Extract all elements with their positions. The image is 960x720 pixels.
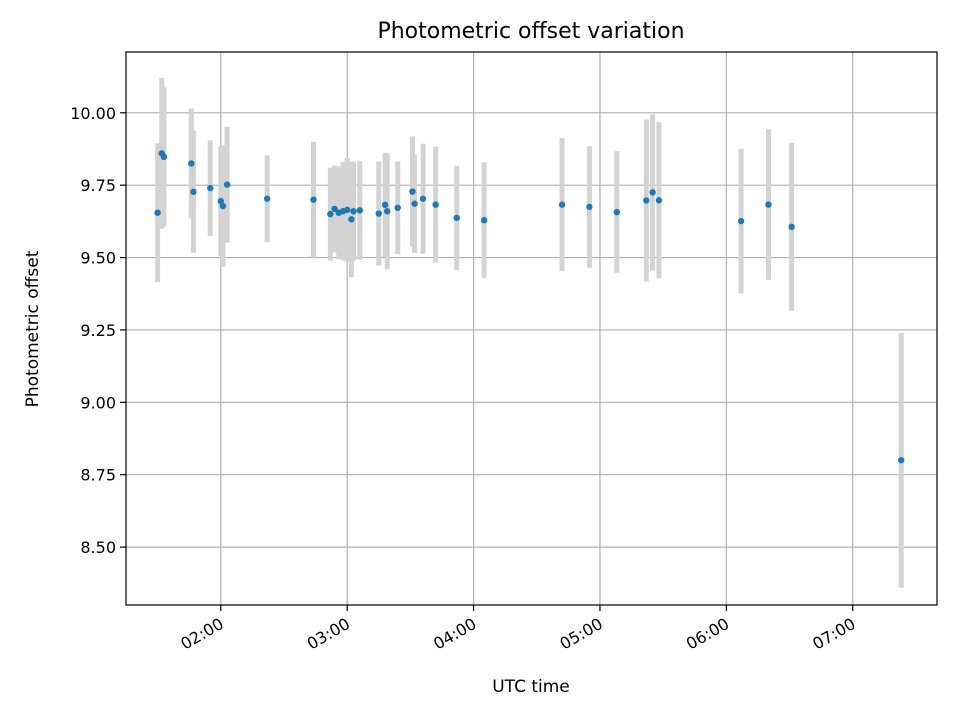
- data-point: [788, 223, 795, 231]
- plot-frame: [125, 51, 938, 606]
- data-point: [897, 457, 905, 464]
- data-point: [384, 208, 391, 215]
- data-point: [480, 217, 488, 224]
- data-point: [375, 210, 382, 217]
- data-point: [223, 181, 231, 188]
- data-point: [331, 205, 338, 213]
- data-point: [154, 209, 161, 216]
- data-point: [411, 200, 418, 207]
- data-point: [207, 184, 214, 192]
- data-point: [453, 214, 460, 222]
- data-point: [432, 201, 439, 208]
- data-point: [381, 201, 389, 209]
- data-point: [327, 210, 334, 218]
- data-point: [649, 189, 656, 196]
- y-tick-label: 9.25: [80, 321, 116, 340]
- data-point: [190, 188, 197, 196]
- y-axis-label: Photometric offset: [23, 250, 43, 407]
- data-points: [154, 150, 905, 464]
- data-point: [613, 208, 621, 216]
- data-point: [160, 153, 168, 161]
- data-point: [350, 208, 357, 215]
- data-point: [263, 195, 271, 202]
- y-tick-label: 9.50: [80, 249, 116, 268]
- data-point: [356, 207, 364, 214]
- data-point: [348, 216, 355, 223]
- data-point: [188, 160, 195, 167]
- data-point: [765, 201, 772, 208]
- y-tick-label: 8.50: [80, 538, 116, 557]
- data-point: [343, 206, 351, 213]
- grid: [126, 52, 937, 605]
- chart-title: Photometric offset variation: [377, 19, 684, 44]
- data-point: [655, 197, 663, 204]
- y-tick-label: 10.00: [70, 104, 116, 123]
- data-point: [737, 217, 745, 225]
- data-point: [409, 188, 416, 195]
- x-axis-label: UTC time: [492, 677, 570, 697]
- data-point: [219, 202, 227, 210]
- y-tick-label: 9.75: [80, 176, 116, 195]
- data-point: [586, 203, 593, 211]
- data-point: [558, 201, 566, 208]
- data-point: [394, 204, 401, 211]
- data-point: [217, 197, 224, 205]
- y-tick-label: 9.00: [80, 393, 116, 412]
- data-point: [643, 197, 650, 204]
- y-axis-ticks: 8.50 8.75 9.00 9.25 9.50 9.75 10.00: [70, 104, 126, 557]
- y-tick-label: 8.75: [80, 466, 116, 485]
- data-point: [310, 196, 317, 203]
- data-point: [419, 195, 427, 202]
